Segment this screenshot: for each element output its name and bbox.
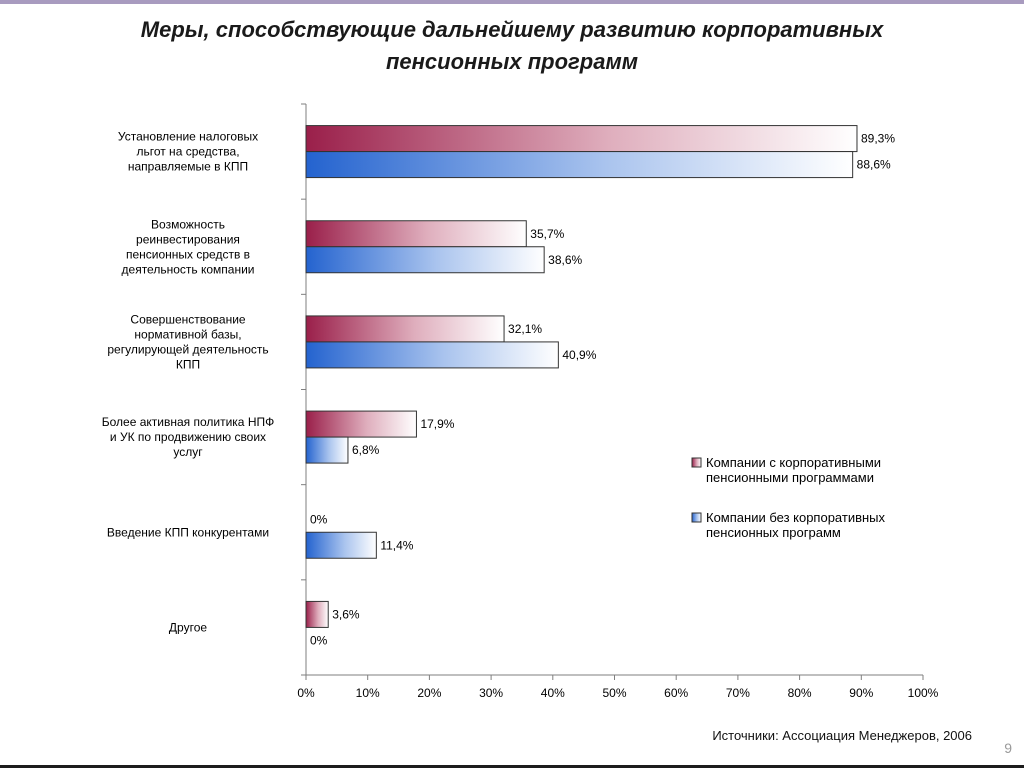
data-label: 17,9% (420, 417, 454, 431)
top-accent-bar (0, 0, 1024, 4)
x-tick-label: 40% (541, 686, 565, 700)
data-label: 89,3% (861, 132, 895, 146)
category-label: реинвестирования (136, 232, 240, 246)
legend-swatch (691, 512, 702, 523)
bar-without-kpp (305, 151, 854, 179)
page-number: 9 (1004, 740, 1012, 756)
category-label: деятельность компании (122, 262, 255, 276)
bar-without-kpp (305, 246, 545, 274)
x-tick-label: 100% (908, 686, 939, 700)
legend-swatch (691, 457, 702, 468)
slide-title-line-1: Меры, способствующие дальнейшему развити… (140, 17, 884, 42)
bottom-bar (0, 765, 1024, 768)
category-label: направляемые в КПП (128, 160, 248, 174)
data-label: 3,6% (332, 607, 360, 621)
legend-label: пенсионных программ (706, 525, 841, 540)
data-label: 88,6% (857, 158, 891, 172)
category-label: нормативной базы, (134, 327, 241, 341)
x-tick-label: 20% (417, 686, 441, 700)
bars-layer (305, 125, 858, 628)
bar-without-kpp (305, 436, 349, 464)
axis-layer: 0% 10% 20% 30% 40% 50% 60% 70% 80% 90% 100% (297, 103, 939, 700)
bar-with-kpp (305, 125, 858, 153)
x-tick-label: 10% (356, 686, 380, 700)
category-label: льгот на средства, (136, 145, 239, 159)
data-label: 35,7% (530, 227, 564, 241)
bar-without-kpp (305, 531, 377, 559)
category-label: Другое (169, 620, 207, 634)
category-label: Введение КПП конкурентами (107, 525, 269, 539)
bar-with-kpp (305, 220, 527, 248)
data-label: 0% (310, 512, 328, 526)
bar-without-kpp (305, 341, 559, 369)
legend-label: Компании с корпоративными (706, 455, 881, 470)
data-label: 38,6% (548, 253, 582, 267)
x-tick-label: 30% (479, 686, 503, 700)
data-label: 11,4% (380, 538, 413, 552)
slide-title: Меры, способствующие дальнейшему развити… (60, 14, 964, 78)
category-label: Совершенствование (130, 312, 246, 326)
slide-title-line-2: пенсионных программ (385, 49, 639, 74)
x-tick-label: 70% (726, 686, 750, 700)
legend-label: Компании без корпоративных (706, 510, 886, 525)
data-label: 6,8% (352, 443, 380, 457)
data-label: 0% (310, 633, 328, 647)
x-tick-label: 80% (788, 686, 812, 700)
x-tick-label: 50% (602, 686, 626, 700)
category-label: КПП (176, 357, 200, 371)
bar-with-kpp (305, 410, 417, 438)
bar-with-kpp (305, 315, 505, 343)
category-label: регулирующей деятельность (107, 342, 268, 356)
bar-with-kpp (305, 600, 329, 628)
category-label: услуг (173, 445, 203, 459)
data-label: 40,9% (562, 348, 596, 362)
category-label: Более активная политика НПФ (102, 415, 274, 429)
category-label: Установление налоговых (118, 130, 258, 144)
category-label: пенсионных средств в (126, 247, 250, 261)
data-label: 32,1% (508, 322, 542, 336)
x-tick-label: 90% (849, 686, 873, 700)
legend-label: пенсионными программами (706, 470, 874, 485)
source-note: Источники: Ассоциация Менеджеров, 2006 (712, 728, 972, 743)
category-label: и УК по продвижению своих (110, 430, 266, 444)
category-label: Возможность (151, 217, 225, 231)
x-tick-label: 60% (664, 686, 688, 700)
x-tick-label: 0% (297, 686, 315, 700)
